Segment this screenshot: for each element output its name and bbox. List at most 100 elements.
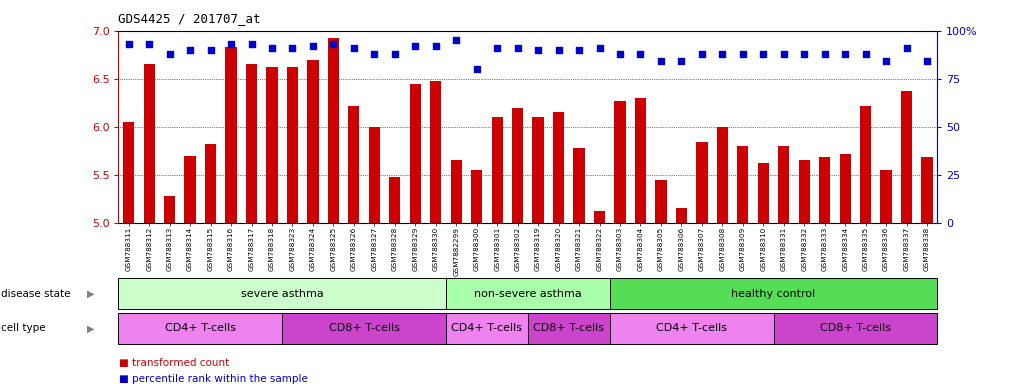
Point xyxy=(898,45,915,51)
Bar xyxy=(922,157,933,223)
Bar xyxy=(717,127,728,223)
Text: cell type: cell type xyxy=(1,323,45,333)
Point xyxy=(386,51,403,57)
Point xyxy=(346,45,363,51)
Point xyxy=(632,51,649,57)
Point xyxy=(202,47,218,53)
Point xyxy=(734,51,751,57)
Bar xyxy=(594,211,606,223)
Bar xyxy=(348,106,359,223)
Point xyxy=(674,58,690,65)
Point xyxy=(407,43,423,49)
Point xyxy=(571,47,587,53)
Text: CD4+ T-cells: CD4+ T-cells xyxy=(165,323,236,333)
Bar xyxy=(553,112,564,223)
Text: ■ transformed count: ■ transformed count xyxy=(119,358,230,368)
Text: CD8+ T-cells: CD8+ T-cells xyxy=(329,323,400,333)
Point xyxy=(121,41,137,47)
Bar xyxy=(389,177,401,223)
Point xyxy=(550,47,566,53)
Text: ■ percentile rank within the sample: ■ percentile rank within the sample xyxy=(119,374,308,384)
Point xyxy=(714,51,730,57)
Point xyxy=(448,37,465,43)
Point xyxy=(591,45,608,51)
Point xyxy=(284,45,301,51)
Bar xyxy=(860,106,871,223)
Point xyxy=(469,66,485,72)
Point xyxy=(264,45,280,51)
Bar xyxy=(369,127,380,223)
Text: CD8+ T-cells: CD8+ T-cells xyxy=(820,323,891,333)
Point xyxy=(817,51,833,57)
Bar xyxy=(574,148,585,223)
Bar xyxy=(610,278,937,309)
Bar xyxy=(614,101,625,223)
Point xyxy=(612,51,628,57)
Bar xyxy=(778,146,789,223)
Point xyxy=(162,51,178,57)
Bar xyxy=(267,67,278,223)
Bar xyxy=(123,122,134,223)
Bar xyxy=(527,313,610,344)
Bar xyxy=(205,144,216,223)
Point xyxy=(529,47,546,53)
Point xyxy=(693,51,710,57)
Bar xyxy=(307,60,318,223)
Bar xyxy=(471,170,482,223)
Bar xyxy=(676,208,687,223)
Point xyxy=(305,43,321,49)
Point xyxy=(222,41,239,47)
Text: disease state: disease state xyxy=(1,289,70,299)
Point xyxy=(857,51,873,57)
Bar xyxy=(901,91,913,223)
Bar xyxy=(737,146,749,223)
Text: CD4+ T-cells: CD4+ T-cells xyxy=(451,323,522,333)
Bar xyxy=(610,313,774,344)
Point xyxy=(776,51,792,57)
Point xyxy=(489,45,506,51)
Text: ▶: ▶ xyxy=(88,289,95,299)
Point xyxy=(243,41,260,47)
Bar xyxy=(286,67,298,223)
Bar xyxy=(819,157,830,223)
Point xyxy=(837,51,854,57)
Bar xyxy=(450,160,461,223)
Point xyxy=(427,43,444,49)
Bar xyxy=(446,313,527,344)
Bar xyxy=(118,313,282,344)
Point xyxy=(325,41,342,47)
Bar xyxy=(533,117,544,223)
Bar xyxy=(282,313,446,344)
Bar xyxy=(758,163,769,223)
Bar xyxy=(446,278,610,309)
Text: CD4+ T-cells: CD4+ T-cells xyxy=(656,323,727,333)
Bar xyxy=(655,179,666,223)
Bar xyxy=(634,98,646,223)
Bar xyxy=(184,156,196,223)
Bar xyxy=(328,38,339,223)
Bar xyxy=(512,108,523,223)
Bar xyxy=(246,64,258,223)
Bar xyxy=(798,160,810,223)
Bar xyxy=(164,196,175,223)
Bar xyxy=(774,313,937,344)
Bar xyxy=(491,117,503,223)
Text: GDS4425 / 201707_at: GDS4425 / 201707_at xyxy=(118,12,261,25)
Point xyxy=(878,58,894,65)
Bar xyxy=(410,84,421,223)
Text: CD8+ T-cells: CD8+ T-cells xyxy=(534,323,605,333)
Bar xyxy=(696,142,708,223)
Point xyxy=(755,51,771,57)
Bar xyxy=(431,81,442,223)
Bar xyxy=(118,278,446,309)
Point xyxy=(141,41,158,47)
Point xyxy=(510,45,526,51)
Text: non-severe asthma: non-severe asthma xyxy=(474,289,582,299)
Point xyxy=(182,47,199,53)
Bar xyxy=(226,47,237,223)
Bar xyxy=(143,64,154,223)
Text: severe asthma: severe asthma xyxy=(241,289,323,299)
Point xyxy=(653,58,670,65)
Bar xyxy=(839,154,851,223)
Text: ▶: ▶ xyxy=(88,323,95,333)
